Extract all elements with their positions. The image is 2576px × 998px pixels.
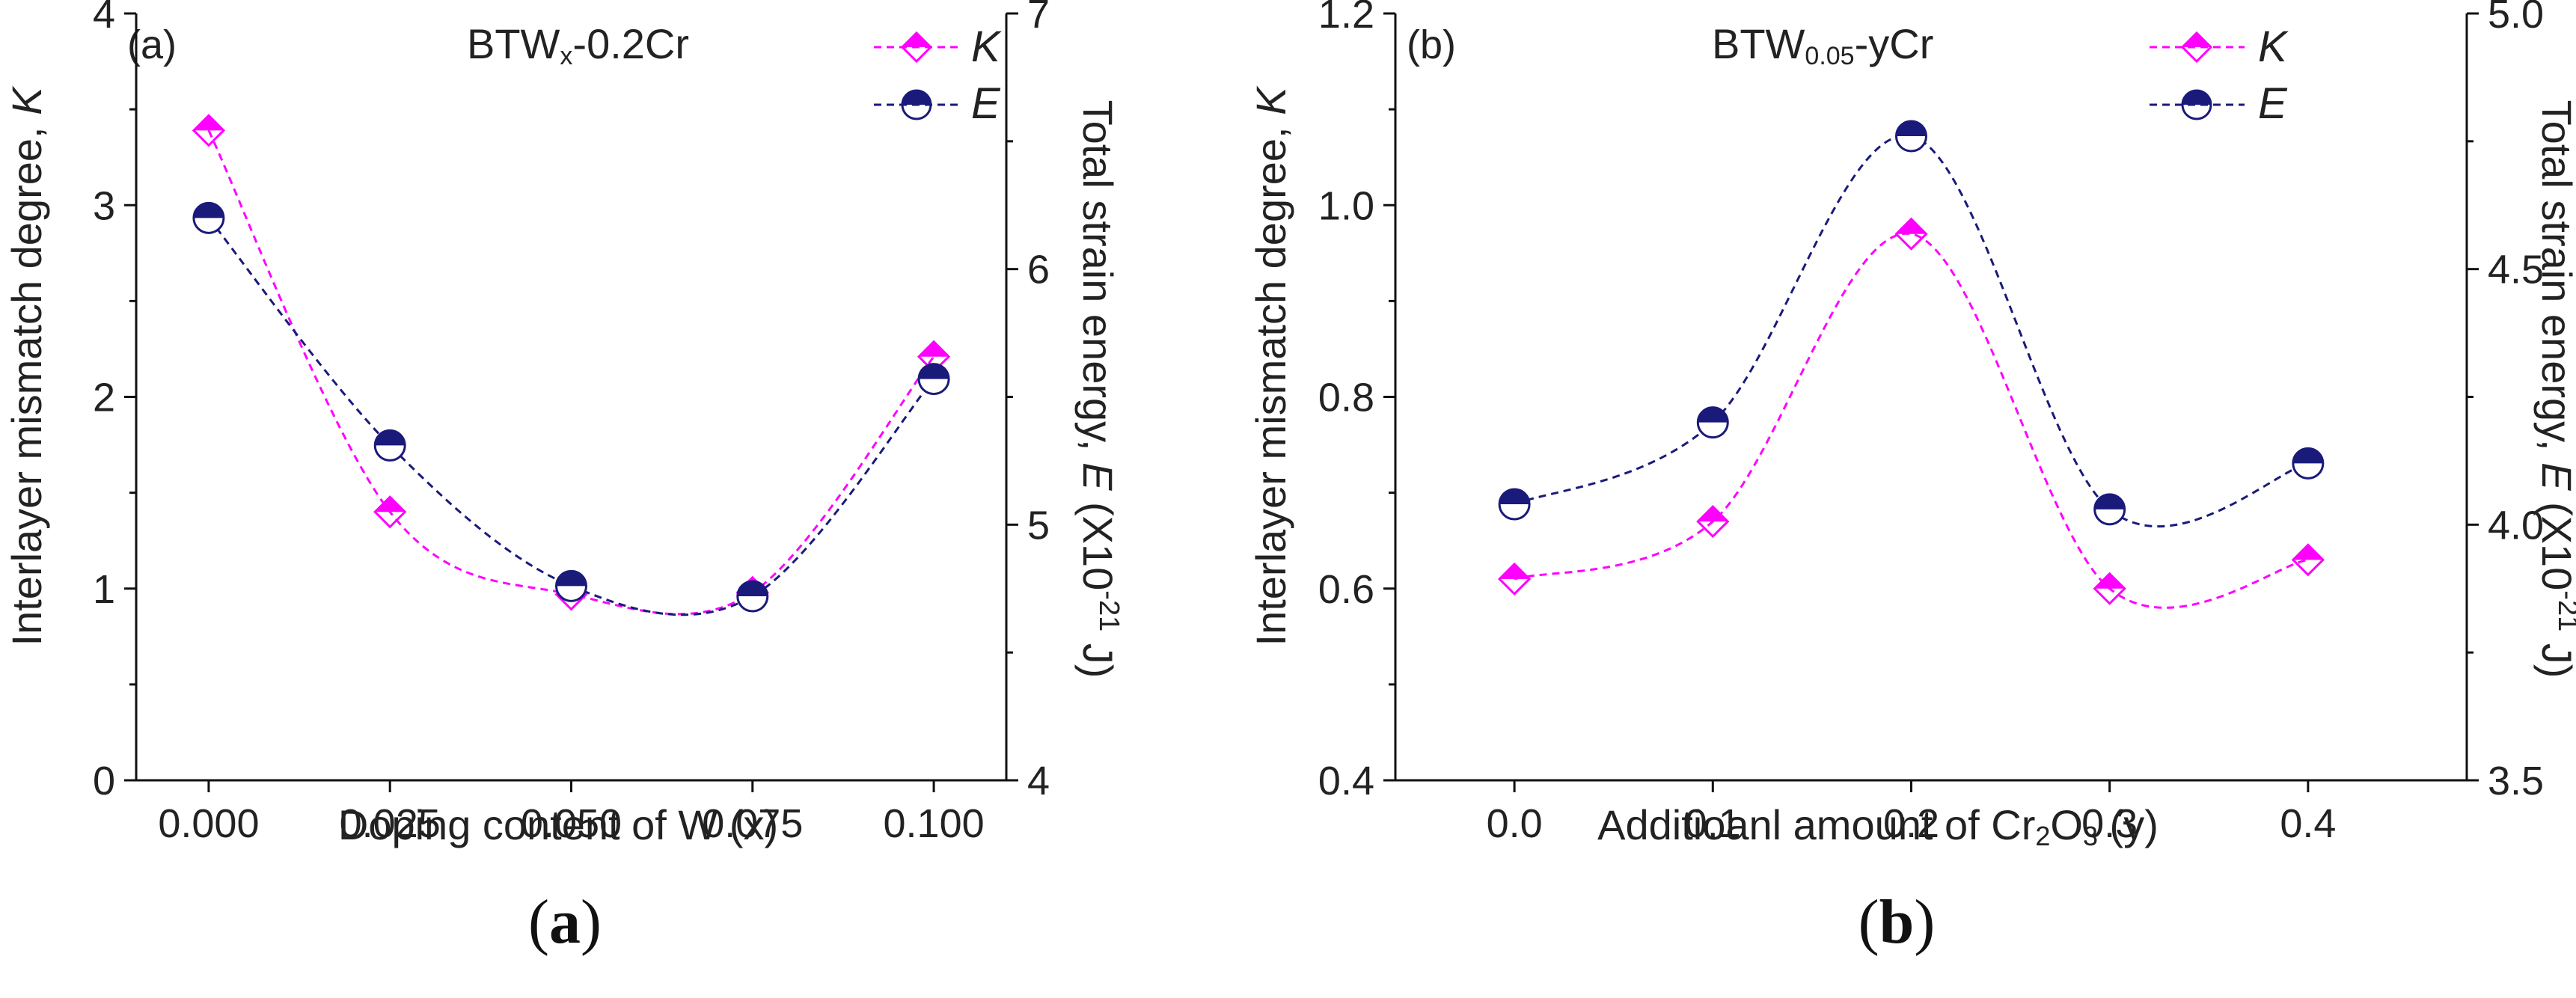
- y-left-tick-label: 0.4: [1318, 759, 1374, 803]
- series-e-point: [1499, 489, 1530, 504]
- series-e-point-outline: [2292, 447, 2325, 480]
- legend-e-marker: [902, 91, 931, 105]
- series-e-point: [737, 581, 768, 596]
- series-e-point: [2094, 494, 2125, 509]
- series-k-point-outline: [2093, 572, 2126, 605]
- series-e-line: [207, 217, 935, 616]
- legend-k-marker-outline: [900, 31, 933, 64]
- series-e-point-outline: [2093, 493, 2126, 526]
- panel-b-label: (b): [1407, 22, 1456, 67]
- panel-b-ylabel-right: Total strain energy, E (X10-21 J): [2533, 100, 2576, 679]
- y-right-tick-label: 5: [1027, 503, 1050, 548]
- series-k-point: [919, 341, 949, 357]
- x-tick-label: 0.050: [521, 801, 622, 846]
- legend-e-label: E: [971, 79, 1001, 128]
- legend-k-label: K: [971, 22, 1002, 71]
- panel-b-ylabel-left: Interlayer mismatch degree, K: [1247, 85, 1294, 646]
- panel-a-plot: 0.000 0.025 0.050 0.075 0.100 0 1 2 3 4 4 5 6 7: [93, 0, 1050, 846]
- x-tick-label: 0.100: [884, 801, 985, 846]
- panel-a-label: (a): [127, 22, 177, 67]
- legend-k-marker: [902, 33, 931, 47]
- panel-a-ylabel-left: Interlayer mismatch degree, K: [3, 85, 50, 646]
- series-e-point: [1896, 121, 1927, 136]
- series-e-line: [1514, 134, 2309, 528]
- legend-k-label: K: [2258, 22, 2289, 71]
- series-e-point: [375, 430, 406, 446]
- y-left-tick-label: 4: [93, 0, 115, 37]
- x-tick-label: 0.2: [1883, 801, 1939, 846]
- legend-k-marker-outline: [2180, 31, 2213, 64]
- y-left-tick-label: 1.0: [1318, 183, 1374, 228]
- legend-e-marker-outline: [901, 89, 932, 120]
- series-k-point: [1896, 218, 1927, 234]
- series-e-point: [193, 203, 224, 218]
- panel-a: (a) BTWx-0.2Cr Doping content of W (x) I…: [3, 0, 1125, 957]
- panel-a-ylabel-right: Total strain energy, E (X10-21 J): [1074, 100, 1125, 679]
- y-right-tick-label: 4: [1027, 759, 1050, 803]
- series-k-point-outline: [1696, 504, 1730, 539]
- x-tick-label: 0.075: [702, 801, 803, 846]
- series-e-point-outline: [555, 569, 587, 602]
- y-right-tick-label: 6: [1027, 248, 1050, 293]
- series-e-point: [919, 364, 949, 379]
- series-k-point-outline: [192, 114, 226, 147]
- panel-a-annotation: BTWx-0.2Cr: [467, 20, 689, 70]
- y-left-tick-label: 1.2: [1318, 0, 1374, 37]
- series-k-point: [2094, 573, 2125, 589]
- series-e-point-outline: [1498, 488, 1531, 521]
- series-k-point-outline: [2291, 543, 2325, 577]
- series-k-point: [193, 115, 224, 131]
- series-k-line: [207, 129, 935, 616]
- y-right-tick-label: 7: [1027, 0, 1050, 37]
- x-tick-label: 0.025: [340, 801, 441, 846]
- series-e-point-outline: [373, 429, 406, 462]
- y-left-tick-label: 0: [93, 759, 115, 803]
- y-right-tick-label: 3.5: [2488, 759, 2544, 803]
- panel-b-xlabel: Additioanl amount of Cr2O3 (y): [1597, 801, 2159, 851]
- panel-b-legend: K E: [2150, 22, 2289, 128]
- x-tick-label: 0.000: [158, 801, 259, 846]
- series-e-point-outline: [192, 201, 225, 234]
- legend-e-label: E: [2258, 79, 2288, 128]
- series-k-point-outline: [1894, 217, 1928, 251]
- y-right-tick-label: 4.0: [2488, 503, 2544, 548]
- series-e-point-outline: [736, 580, 769, 613]
- series-k-point: [2292, 545, 2323, 560]
- y-right-tick-label: 5.0: [2488, 0, 2544, 37]
- series-e-point-outline: [917, 363, 950, 396]
- panel-b-annotation: BTW0.05-yCr: [1712, 20, 1933, 70]
- x-tick-label: 0.1: [1685, 801, 1741, 846]
- panel-b-caption: (b): [1858, 887, 1936, 957]
- series-k-point: [375, 497, 406, 512]
- y-left-tick-label: 0.8: [1318, 376, 1374, 420]
- y-left-tick-label: 1: [93, 567, 115, 612]
- series-k-point-outline: [373, 495, 407, 529]
- y-left-tick-label: 2: [93, 376, 115, 420]
- x-tick-label: 0.0: [1487, 801, 1543, 846]
- panel-a-caption: (a): [528, 887, 602, 957]
- panel-a-legend: K E: [874, 22, 1002, 128]
- legend-e-marker-outline: [2181, 89, 2212, 120]
- series-k-point: [1499, 563, 1530, 579]
- panel-b-plot: 0.0 0.1 0.2 0.3 0.4 0.4 0.6 0.8 1.0 1.2 3.5 4.0 4.5 5…: [1318, 0, 2544, 846]
- series-e-point-outline: [1696, 406, 1729, 439]
- series-e-point-outline: [1894, 120, 1927, 153]
- y-left-tick-label: 0.6: [1318, 567, 1374, 612]
- series-k-line: [1514, 233, 2309, 609]
- series-e-point: [556, 571, 587, 587]
- panel-b: (b) BTW0.05-yCr Additioanl amount of Cr2…: [1247, 0, 2576, 957]
- legend-k-marker: [2182, 33, 2211, 47]
- x-tick-label: 0.4: [2280, 801, 2336, 846]
- x-tick-label: 0.3: [2081, 801, 2138, 846]
- series-k-point-outline: [1497, 562, 1532, 596]
- series-e-point: [2292, 448, 2323, 464]
- series-e-point: [1698, 407, 1728, 423]
- panel-a-xlabel: Doping content of W (x): [338, 801, 778, 848]
- legend-e-marker: [2182, 91, 2211, 105]
- y-left-tick-label: 3: [93, 183, 115, 228]
- series-k-point: [1698, 506, 1728, 522]
- y-right-tick-label: 4.5: [2488, 248, 2544, 293]
